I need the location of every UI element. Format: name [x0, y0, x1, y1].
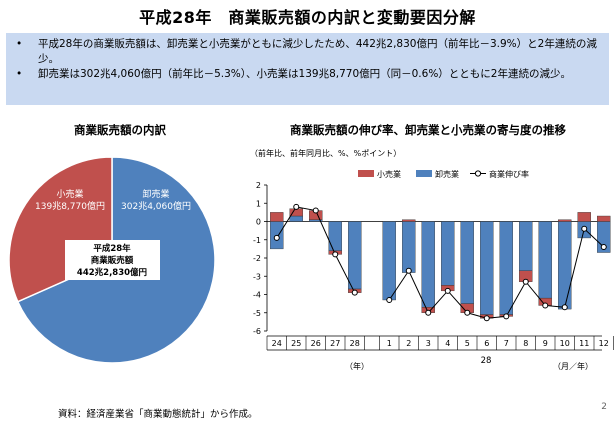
year-group-label: 28 — [481, 356, 492, 366]
x-tick-label: 2 — [406, 339, 411, 348]
growth-rate-point — [600, 244, 607, 251]
bar-卸売業 — [519, 221, 533, 271]
y-tick-label: -4 — [253, 291, 261, 300]
pie-slice-label-wholesale-name: 卸売業 — [142, 188, 169, 200]
x-tick-label: 7 — [504, 339, 509, 348]
bar-卸売業 — [538, 221, 552, 299]
growth-rate-point — [425, 309, 432, 316]
bar-卸売業 — [289, 215, 303, 222]
growth-rate-point — [542, 302, 549, 309]
pie-center-label-line1: 平成28年 — [93, 243, 131, 254]
pie-slice-label-retail-value: 139兆8,770億円 — [35, 200, 105, 212]
legend-swatch — [416, 170, 432, 177]
growth-rate-point — [503, 313, 510, 320]
y-tick-label: -3 — [253, 272, 261, 281]
legend-marker — [474, 170, 482, 177]
x-tick-label: 3 — [426, 339, 431, 348]
bar-卸売業 — [480, 221, 494, 315]
x-tick-label: 26 — [311, 339, 321, 348]
growth-rate-line — [388, 227, 605, 319]
bar-chart-title: 商業販売額の伸び率、卸売業と小売業の寄与度の推移 — [290, 123, 566, 137]
x-tick-label: 8 — [523, 339, 528, 348]
y-tick-label: 0 — [256, 218, 261, 227]
bullet-marker: • — [16, 68, 23, 80]
summary-text: 卸売業は302兆4,060億円（前年比－5.3%）、小売業は139兆8,770億… — [38, 68, 571, 80]
growth-rate-point — [312, 207, 319, 214]
x-tick-label: 10 — [560, 339, 570, 348]
bar-小売業 — [270, 212, 284, 222]
month-axis-label: （月／年） — [553, 361, 593, 371]
bar-卸売業 — [328, 221, 342, 251]
bar-卸売業 — [421, 221, 435, 308]
x-tick-label: 4 — [445, 339, 450, 348]
source-note: 資料：経済産業省「商業動態統計」から作成。 — [58, 409, 258, 420]
pie-center-box — [65, 240, 160, 280]
x-tick-label: 5 — [465, 339, 470, 348]
bar-卸売業 — [460, 221, 474, 304]
y-tick-label: -1 — [253, 236, 261, 245]
unit-note: （前年比、前年同月比、%、%ポイント） — [250, 148, 401, 158]
bar-小売業 — [597, 215, 611, 222]
x-tick-label: 9 — [543, 339, 548, 348]
bar-卸売業 — [402, 221, 416, 273]
growth-rate-point — [464, 309, 471, 316]
pie-slice-label-wholesale-value: 302兆4,060億円 — [121, 200, 191, 212]
bar-小売業 — [558, 219, 572, 222]
growth-rate-point — [386, 296, 393, 303]
growth-rate-point — [522, 278, 529, 285]
bullet-marker: • — [16, 38, 23, 50]
bar-卸売業 — [382, 221, 396, 301]
growth-rate-point — [444, 287, 451, 294]
summary-bullet: • 平成28年の商業販売額は、卸売業と小売業がともに減少したため、442兆2,8… — [16, 37, 601, 67]
summary-text: 平成28年の商業販売額は、卸売業と小売業がともに減少したため、442兆2,830… — [38, 38, 597, 65]
page-number: 2 — [601, 402, 607, 412]
bar-卸売業 — [441, 221, 455, 286]
legend-label: 卸売業 — [435, 169, 459, 179]
growth-rate-point — [483, 315, 490, 322]
y-tick-label: -6 — [253, 327, 261, 336]
x-tick-label: 27 — [330, 339, 340, 348]
bar-卸売業 — [499, 221, 513, 315]
y-tick-label: -5 — [253, 309, 261, 318]
x-tick-label: 28 — [350, 339, 360, 348]
pie-center-label-line3: 442兆2,830億円 — [77, 267, 147, 278]
bar-chart: （前年比、前年同月比、%、%ポイント） 小売業 卸売業 商業伸び率 210-1-2-… — [250, 148, 614, 371]
y-tick-label: -2 — [253, 254, 261, 263]
pie-center-label-line2: 商業販売額 — [91, 255, 134, 266]
growth-rate-point — [273, 234, 280, 241]
legend-label: 小売業 — [377, 169, 401, 179]
legend-swatch — [358, 170, 374, 177]
growth-rate-point — [581, 225, 588, 232]
legend-label: 商業伸び率 — [489, 169, 529, 179]
growth-rate-point — [293, 203, 300, 210]
bar-卸売業 — [558, 221, 572, 310]
x-tick-label: 12 — [599, 339, 609, 348]
growth-rate-point — [351, 289, 358, 296]
x-tick-label: 25 — [291, 339, 301, 348]
pie-slice-label-retail-name: 小売業 — [56, 188, 83, 200]
summary-bullet: • 卸売業は302兆4,060億円（前年比－5.3%）、小売業は139兆8,77… — [16, 67, 601, 82]
summary-box: • 平成28年の商業販売額は、卸売業と小売業がともに減少したため、442兆2,8… — [6, 33, 609, 105]
year-axis-label: （年） — [345, 361, 369, 371]
y-tick-label: 1 — [256, 199, 261, 208]
growth-rate-point — [561, 304, 568, 311]
x-tick-label: 11 — [579, 339, 589, 348]
x-tick-label: 6 — [484, 339, 489, 348]
bar-小売業 — [577, 212, 591, 222]
pie-chart: 小売業 139兆8,770億円 卸売業 302兆4,060億円 平成28年 商業… — [8, 156, 216, 364]
x-tick-label: 1 — [387, 339, 392, 348]
bar-小売業 — [402, 219, 416, 222]
y-tick-label: 2 — [256, 181, 261, 190]
growth-rate-point — [332, 251, 339, 258]
x-tick-label: 24 — [272, 339, 282, 348]
page-title: 平成28年 商業販売額の内訳と変動要因分解 — [139, 8, 476, 27]
bar-卸売業 — [348, 221, 362, 290]
pie-chart-title: 商業販売額の内訳 — [74, 123, 166, 137]
growth-rate-point — [405, 267, 412, 274]
